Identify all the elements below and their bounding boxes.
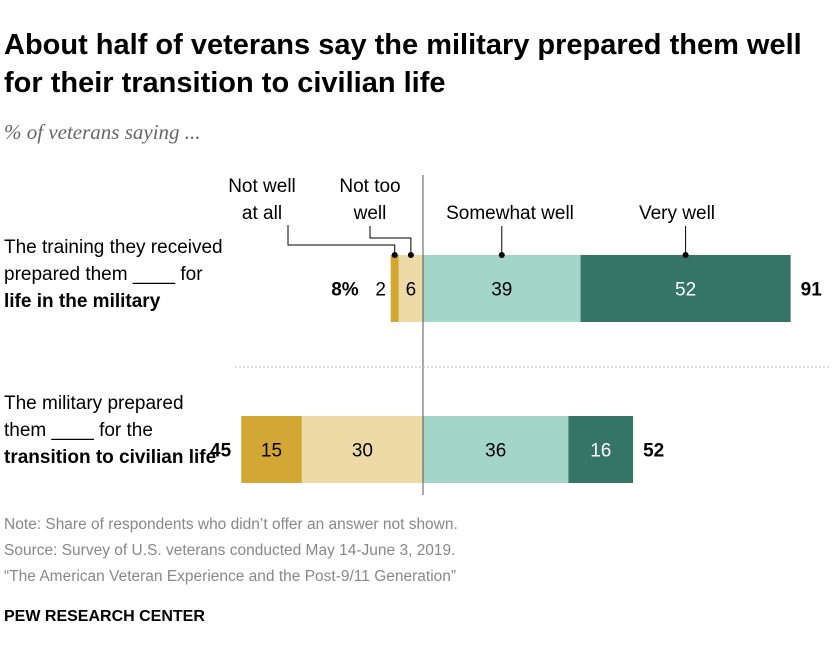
net-negative-label: 45 (210, 441, 232, 462)
leader-dot (682, 252, 689, 258)
legend-label: Not too (339, 176, 400, 197)
bar-label: 6 (406, 280, 417, 301)
net-negative-label: 8% (331, 280, 359, 301)
bar-not-too-well (301, 416, 423, 483)
legend-label: Very well (639, 203, 715, 224)
bar-somewhat-well (423, 255, 581, 322)
legend-label: at all (242, 203, 282, 224)
chart-subtitle: % of veterans saying ... (4, 120, 201, 144)
net-positive-label: 52 (643, 441, 664, 462)
legend-label: Somewhat well (446, 203, 574, 224)
row-label-0: The training they received prepared them… (4, 237, 223, 312)
bar-label: 2 (375, 280, 386, 301)
bar-label: 52 (675, 280, 696, 301)
leader-dot (391, 252, 398, 258)
bar-very-well (568, 416, 634, 483)
note: Note: Share of respondents who didn’t of… (4, 516, 458, 533)
bar-not-too-well (398, 255, 423, 322)
bar-very-well (580, 255, 791, 322)
bar-somewhat-well (423, 416, 569, 483)
legend-label: well (353, 203, 387, 224)
bar-label: 39 (491, 280, 512, 301)
leader-line (369, 226, 412, 255)
leader-line (287, 225, 396, 255)
bar-label: 36 (485, 441, 506, 462)
bar-label: 16 (590, 441, 611, 462)
leader-dot (407, 252, 414, 258)
brand-logo-text: PEW RESEARCH CENTER (4, 608, 205, 625)
bar-label: 30 (352, 441, 373, 462)
chart-title: About half of veterans say the military … (4, 29, 802, 99)
row-label-1: The military prepared them ____ for the … (4, 393, 217, 468)
leader-dot (498, 252, 505, 258)
report-title: “The American Veteran Experience and the… (4, 568, 457, 585)
bar-label: 15 (261, 441, 282, 462)
net-positive-label: 91 (801, 280, 823, 301)
source: Source: Survey of U.S. veterans conducte… (4, 542, 456, 559)
bar-not-well-at-all (241, 416, 302, 483)
bar-not-well-at-all (390, 255, 399, 322)
legend-label: Not well (228, 176, 296, 197)
